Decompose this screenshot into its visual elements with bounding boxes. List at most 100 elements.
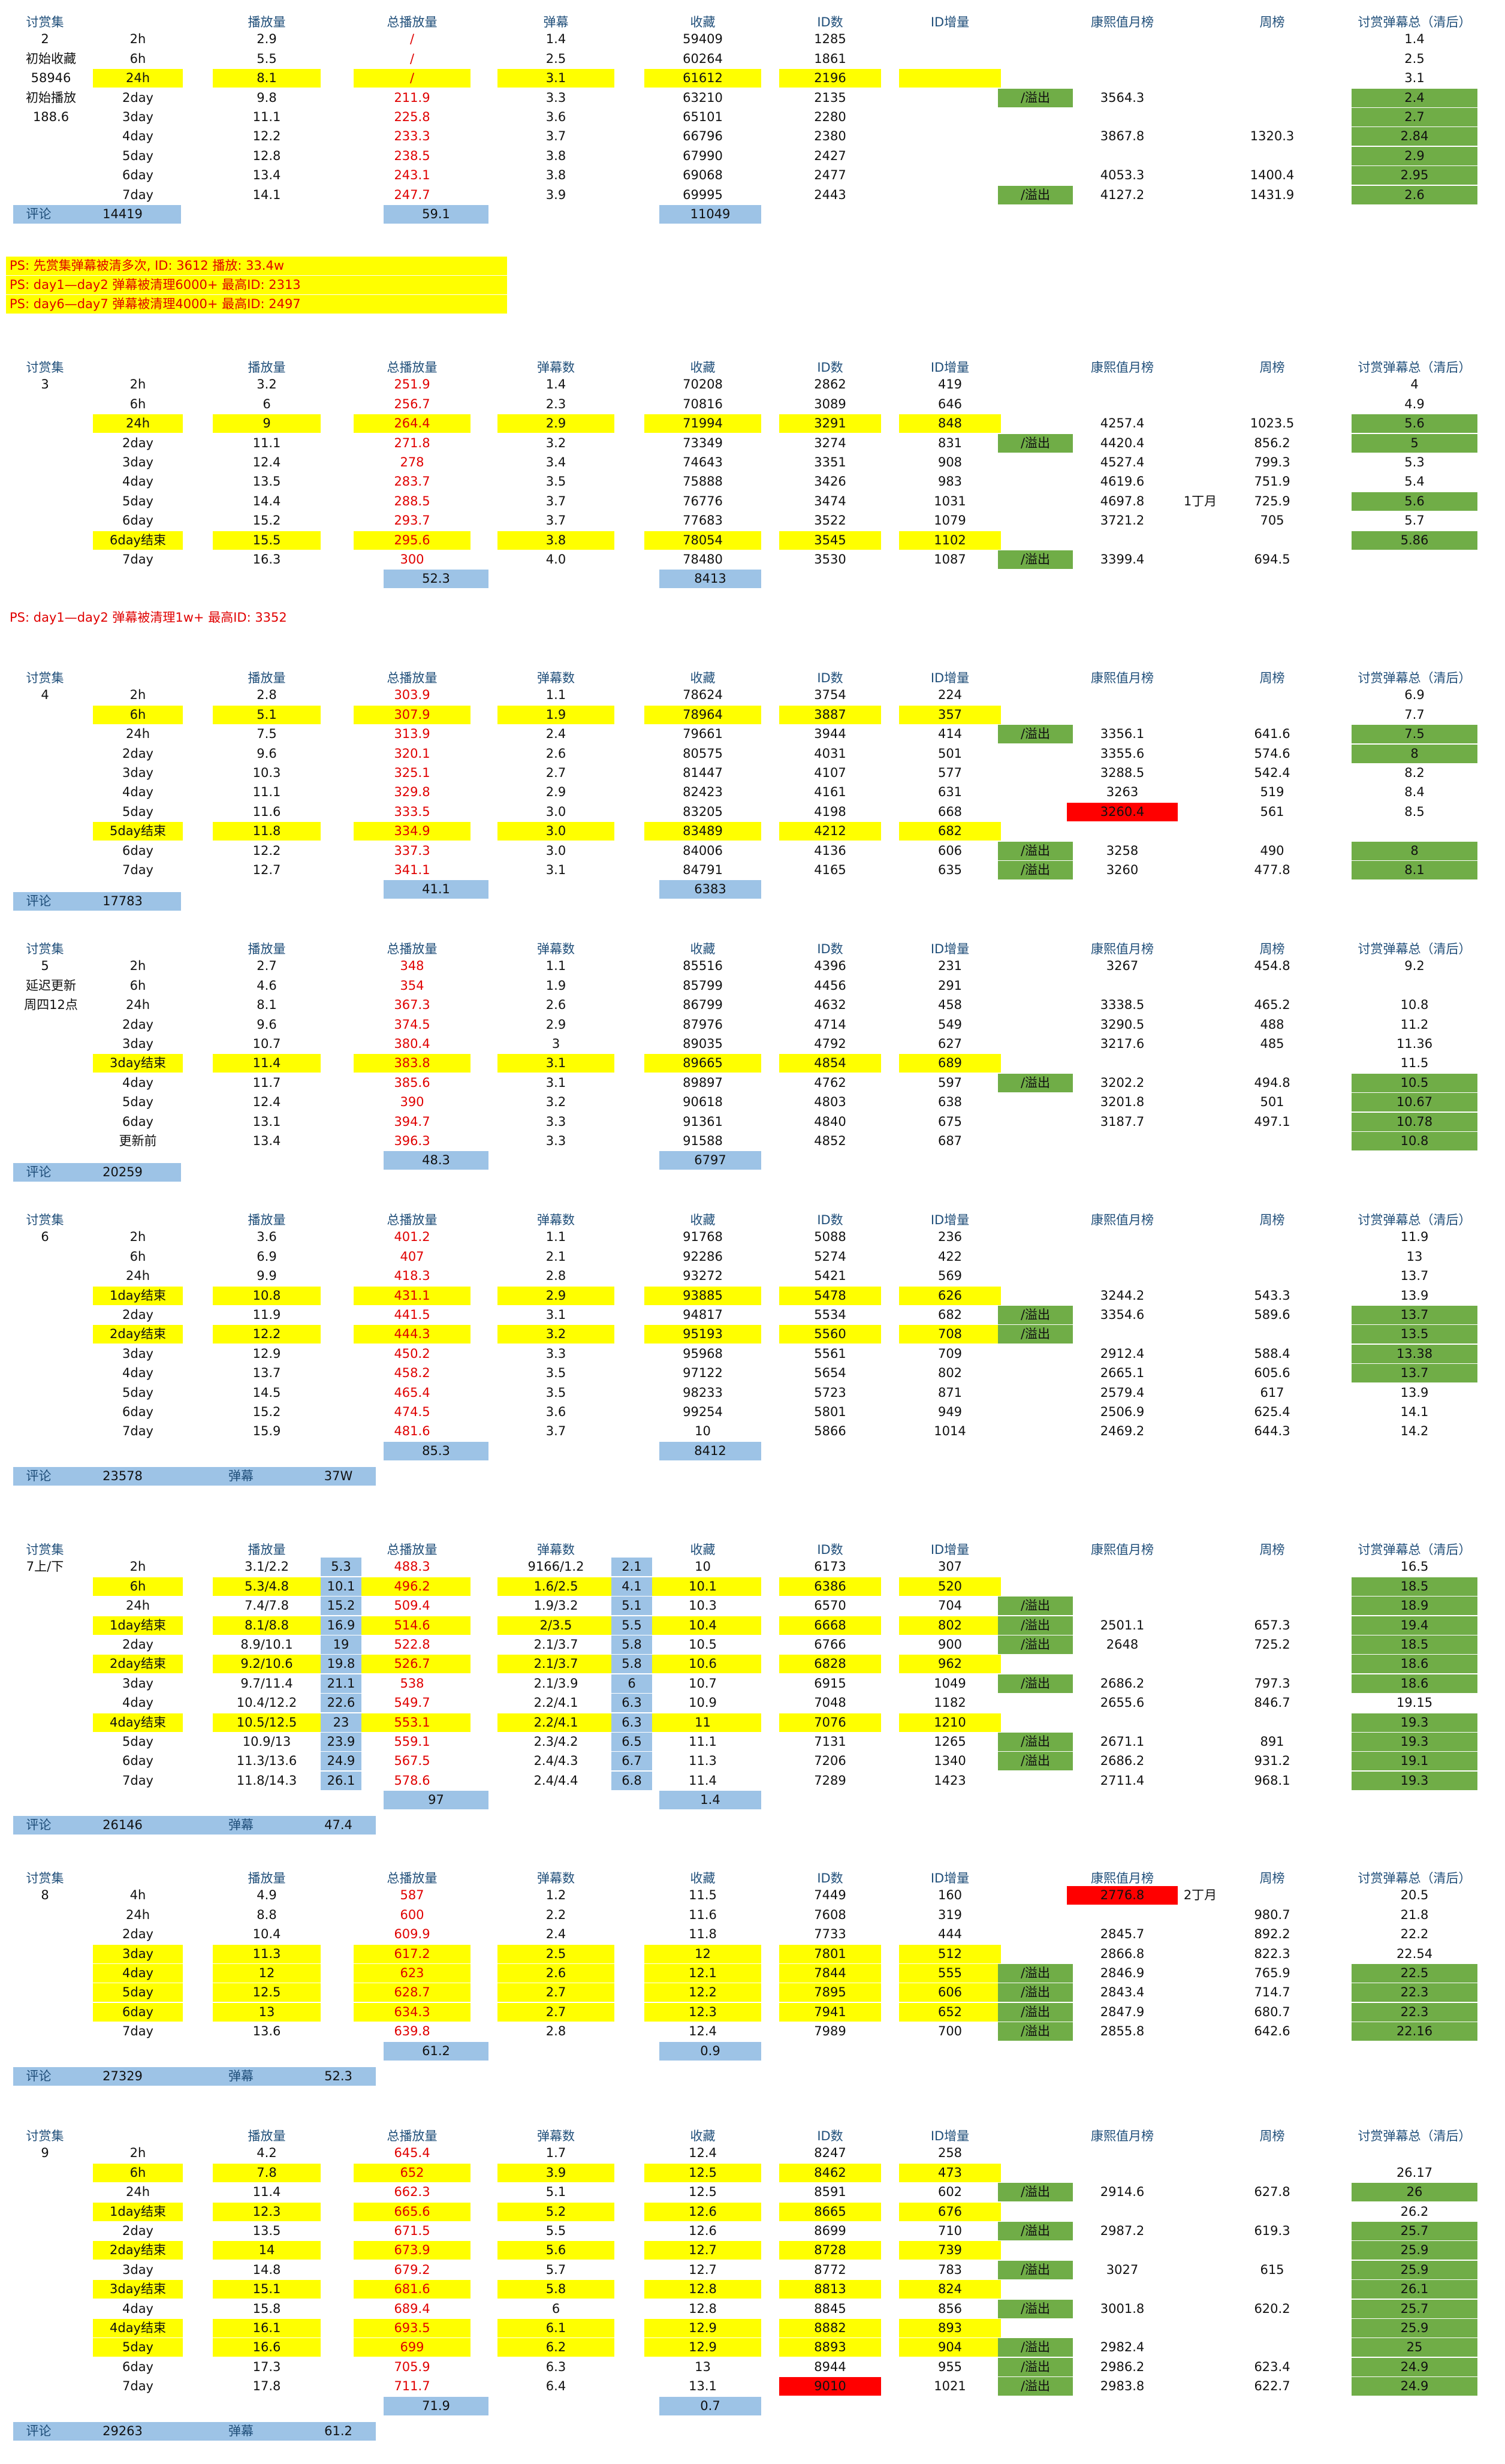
table-cell: 2671.1 (1100, 1734, 1145, 1749)
column-header: 讨赏集 (26, 1543, 64, 1557)
comment-count: 14419 (64, 205, 181, 224)
day-label: 24h (125, 1269, 150, 1284)
day-label: 5day (93, 2338, 183, 2357)
day-label: 4day (122, 785, 153, 800)
table-cell: 11.1 (252, 435, 281, 450)
table-cell: 652 (899, 2002, 1001, 2022)
table-cell: 589.6 (1254, 1308, 1290, 1322)
table-cell: 224 (937, 688, 963, 703)
table-cell (1178, 1035, 1223, 1053)
column-header: 讨赏集 (26, 671, 64, 685)
table-cell (1178, 1925, 1223, 1944)
table-cell: 5.5 (257, 51, 277, 66)
table-cell: 4.0 (545, 552, 566, 567)
day-label: 2day (122, 1017, 153, 1032)
day-label: 6day (122, 1405, 153, 1419)
comment-count: 17783 (64, 891, 181, 911)
table-cell: 4212 (779, 822, 881, 841)
table-cell: 705.9 (394, 2359, 430, 2374)
comment-label: 评论 (13, 2067, 64, 2086)
overflow-mark (998, 2319, 1073, 2338)
day-label: 6day (122, 513, 153, 528)
table-cell: 14.1 (1400, 1405, 1429, 1419)
table-cell: 22.2 (1400, 1927, 1429, 1942)
table-cell: 597 (937, 1075, 963, 1090)
table-cell: 13.1 (689, 2379, 717, 2394)
table-cell: 1265 (934, 1734, 966, 1749)
table-cell: 2.6 (545, 998, 566, 1013)
overflow-mark (998, 127, 1073, 146)
table-cell: 605.6 (1254, 1366, 1290, 1381)
table-cell: 8462 (779, 2163, 881, 2182)
table-cell: 21.8 (1400, 1907, 1429, 1922)
table-cell: 16.6 (213, 2338, 321, 2357)
table-cell: 1400.4 (1250, 168, 1295, 183)
table-cell: 337.3 (394, 843, 430, 858)
table-cell: 84006 (683, 843, 723, 858)
table-cell (1178, 1983, 1223, 2002)
table-cell: 3 (551, 1037, 560, 1051)
column-header: 周榜 (1259, 1871, 1285, 1885)
split-total: 19 (321, 1635, 361, 1654)
episode-number: 4 (41, 688, 49, 703)
table-cell: 2845.7 (1100, 1927, 1145, 1942)
table-cell: 91588 (683, 1134, 723, 1148)
side-label: 188.6 (32, 110, 70, 124)
table-cell: 22.5 (1352, 1964, 1477, 1983)
table-cell: 891 (1260, 1734, 1284, 1749)
table-cell (899, 127, 1001, 146)
split-total: 21.1 (321, 1674, 361, 1693)
split-danmu: 6.3 (611, 1694, 652, 1713)
danmu-label: 弹幕 (181, 2067, 301, 2086)
table-cell (1223, 686, 1322, 704)
table-cell: 5.8 (497, 2280, 614, 2299)
table-cell: 3.6 (545, 110, 566, 124)
column-header: ID数 (817, 2129, 843, 2143)
table-cell (1178, 957, 1223, 975)
table-cell: 86799 (683, 998, 723, 1013)
table-cell: 1.9/3.2 (533, 1598, 578, 1613)
table-cell: 8813 (779, 2280, 881, 2299)
table-cell: 307.9 (354, 705, 470, 724)
table-cell: 271.8 (394, 435, 430, 450)
table-cell (899, 186, 1001, 204)
table-cell: 679.2 (394, 2262, 430, 2277)
table-cell: 477.8 (1254, 863, 1290, 877)
table-cell: 26.1 (1352, 2280, 1477, 2299)
day-label: 2day结束 (93, 1325, 183, 1344)
column-header: ID增量 (930, 942, 970, 956)
table-cell (1067, 2280, 1178, 2299)
table-cell: 3.8 (545, 168, 566, 183)
column-header: 周榜 (1259, 360, 1285, 375)
table-cell: 634.3 (354, 2002, 470, 2022)
table-cell: 5560 (779, 1325, 881, 1344)
table-cell: 61612 (644, 69, 761, 88)
table-cell: 617.2 (354, 1944, 470, 1963)
table-cell (1352, 822, 1477, 841)
table-cell: 708 (899, 1325, 1001, 1344)
table-cell: 474.5 (394, 1405, 430, 1419)
table-cell: 501 (937, 746, 963, 761)
table-cell (1223, 1267, 1322, 1285)
day-label: 7day (122, 187, 153, 202)
table-cell: 450.2 (394, 1346, 430, 1361)
note-text: PS: 先赏集弹幕被清多次, ID: 3612 播放: 33.4w (6, 257, 507, 275)
table-cell (1067, 69, 1178, 88)
overflow-mark: /溢出 (998, 2357, 1073, 2376)
table-cell: 13.38 (1352, 1344, 1477, 1363)
split-total: 15.2 (321, 1597, 361, 1616)
table-cell (1067, 108, 1178, 126)
column-header: ID数 (817, 671, 843, 685)
table-cell: 3291 (779, 414, 881, 433)
table-cell: 81447 (683, 766, 723, 780)
table-cell: 16.1 (213, 2319, 321, 2338)
day-label: 4day (122, 474, 153, 489)
table-cell: 5654 (814, 1366, 846, 1381)
table-cell: 751.9 (1254, 474, 1290, 489)
table-cell: 454.8 (1254, 959, 1290, 974)
table-cell: 233.3 (394, 129, 430, 144)
table-cell: 856 (937, 2301, 963, 2316)
table-cell: 12.7 (252, 863, 281, 877)
table-cell: 6.2 (497, 2338, 614, 2357)
day-label: 7day (122, 1773, 153, 1788)
